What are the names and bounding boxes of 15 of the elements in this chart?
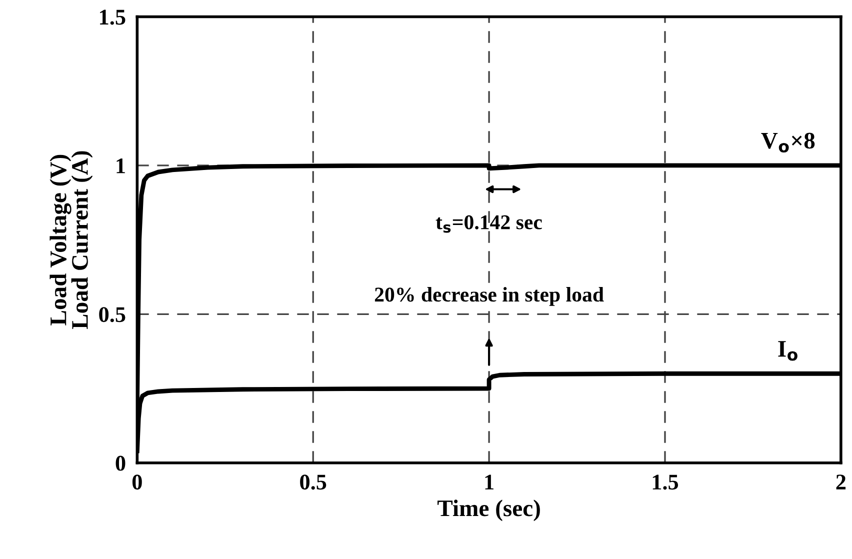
y-axis-title: Load Voltage (V) Load Current (A) — [50, 151, 93, 330]
x-tick-label: 0 — [132, 474, 142, 490]
annotation: t$_{s}$=0.142 sec — [436, 215, 542, 233]
x-tick-label: 1 — [485, 474, 494, 490]
x-tick-label: 2 — [836, 474, 846, 490]
x-tick-label: 1.5 — [652, 474, 678, 490]
series-label: I$_{o}$ — [778, 341, 798, 361]
series-label: V$_{o}$×8 — [761, 132, 815, 153]
y-tick-label: 1.5 — [100, 10, 126, 25]
y-tick-label: 0 — [116, 456, 126, 471]
x-axis-title: Time (sec) — [438, 500, 540, 522]
x-tick-label: 0.5 — [300, 474, 326, 490]
y-tick-label: 0.5 — [99, 307, 126, 322]
annotation: 20% decrease in step load — [374, 287, 604, 306]
y-tick-label: 1 — [116, 158, 125, 174]
